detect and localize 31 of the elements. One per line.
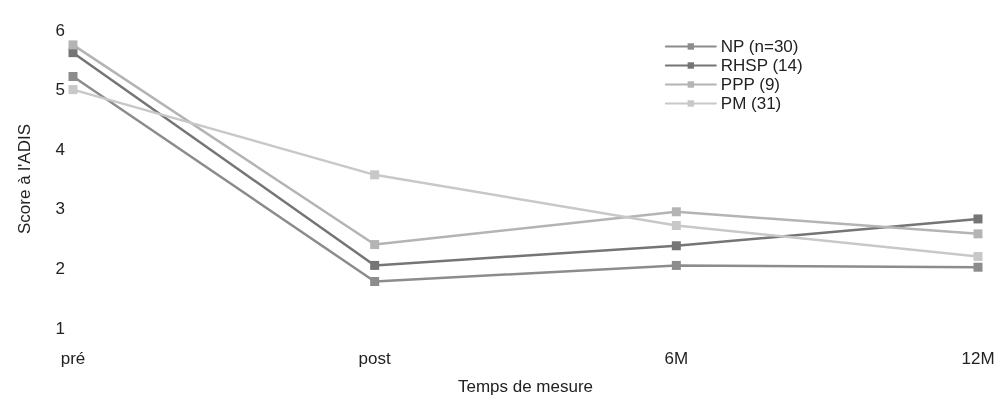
- y-tick-label: 6: [55, 20, 65, 40]
- x-tick-label: pré: [60, 349, 86, 368]
- legend-label: RHSP (14): [720, 56, 803, 75]
- y-tick-label: 2: [55, 258, 65, 278]
- point: [973, 251, 983, 261]
- legend-label: NP (n=30): [720, 37, 799, 56]
- x-tick-label: 12M: [961, 349, 995, 368]
- point: [671, 241, 681, 251]
- point: [370, 260, 380, 270]
- point: [671, 220, 681, 230]
- y-axis-title: Score à l'ADIS: [15, 123, 34, 235]
- y-tick-label: 1: [55, 318, 65, 338]
- point: [671, 207, 681, 217]
- point: [973, 262, 983, 272]
- point: [973, 214, 983, 224]
- point: [68, 71, 78, 81]
- x-tick-label: post: [358, 349, 392, 368]
- legend-label: PPP (9): [720, 75, 781, 94]
- point: [671, 260, 681, 270]
- x-axis-title: Temps de mesure: [457, 377, 594, 396]
- y-tick-label: 3: [55, 199, 65, 219]
- point: [973, 229, 983, 239]
- point: [370, 277, 380, 287]
- x-tick-label: 6M: [664, 349, 689, 368]
- point: [370, 170, 380, 180]
- point: [68, 85, 78, 95]
- legend-label: PM (31): [720, 94, 782, 113]
- point: [370, 240, 380, 250]
- y-tick-label: 4: [55, 139, 65, 159]
- y-tick-label: 5: [55, 80, 65, 100]
- point: [68, 40, 78, 50]
